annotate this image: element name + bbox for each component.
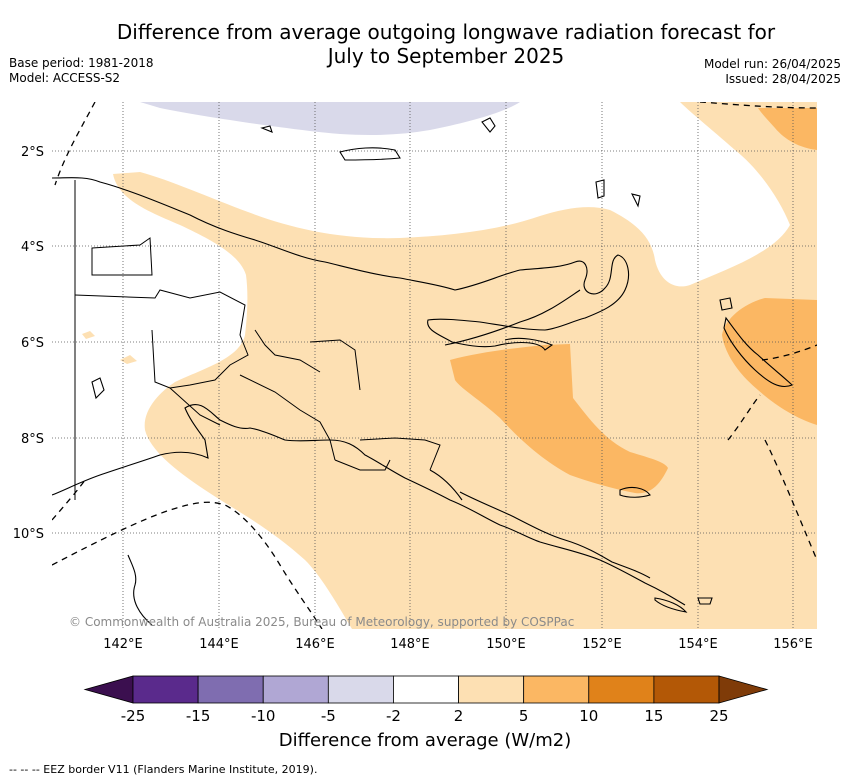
colorbar-tick-label: -2	[386, 707, 401, 725]
lon-label-152e: 152°E	[582, 637, 622, 652]
negative-anomaly-region	[140, 102, 520, 135]
colorbar: -25 -15 -10 -5 -2 2 5 10 15 25	[83, 675, 769, 725]
lat-label-4s: 4°S	[21, 240, 44, 255]
lat-label-2s: 2°S	[21, 145, 44, 160]
title-line-1: Difference from average outgoing longwav…	[116, 20, 776, 44]
latitude-labels: 2°S 4°S 6°S 8°S 10°S	[13, 145, 44, 542]
issued-date: Issued: 28/04/2025	[725, 72, 841, 86]
anomaly-islet-b	[120, 355, 137, 364]
eez-northeast	[699, 102, 817, 109]
bougainville-coast	[723, 316, 793, 388]
lat-label-6s: 6°S	[21, 336, 44, 351]
new-britain-coast	[444, 289, 581, 346]
eez-borders	[52, 102, 817, 629]
colorbar-bin	[523, 675, 590, 704]
model-run: Model run: 26/04/2025	[703, 57, 841, 71]
map-area: © Commonwealth of Australia 2025, Bureau…	[52, 102, 817, 629]
meta-left: Base period: 1981-2018 Model: ACCESS-S2	[9, 56, 154, 86]
colorbar-tick-label: -25	[121, 707, 146, 725]
anomaly-region-5-to-10-northeast	[758, 108, 817, 150]
eez-legend-note: -- -- -- EEZ border V11 (Flanders Marine…	[9, 763, 318, 776]
colorbar-bin	[653, 675, 720, 704]
colorbar-bin	[393, 675, 459, 704]
lon-label-146e: 146°E	[295, 637, 335, 652]
colorbar-tick-label: -5	[321, 707, 336, 725]
island-southeast-2	[654, 597, 688, 613]
eez-southwest	[52, 479, 86, 521]
island-north-5	[630, 193, 641, 208]
graticule	[52, 102, 817, 629]
boundary-4	[254, 329, 361, 391]
eez-south	[52, 501, 323, 629]
boundary-3	[169, 374, 336, 461]
coastlines	[52, 117, 793, 626]
base-period: Base period: 1981-2018	[9, 56, 154, 70]
papuan-peninsula-coast	[429, 469, 651, 579]
colorbar-bin	[327, 675, 394, 704]
colorbar-tick-label: -15	[186, 707, 211, 725]
lon-label-148e: 148°E	[390, 637, 430, 652]
eez-west	[54, 102, 96, 186]
colorbar-bin	[197, 675, 264, 704]
island-east-1	[719, 297, 733, 311]
boundary-5	[334, 437, 441, 471]
lon-label-150e: 150°E	[486, 637, 526, 652]
colorbar-bin	[588, 675, 655, 704]
lat-label-10s: 10°S	[13, 527, 44, 542]
meta-right: Model run: 26/04/2025 Issued: 28/04/2025	[704, 57, 841, 87]
colorbar-extend-high	[718, 675, 769, 704]
lon-label-154e: 154°E	[678, 637, 718, 652]
lon-label-144e: 144°E	[199, 637, 239, 652]
eez-east	[727, 344, 817, 441]
lon-label-142e: 142°E	[103, 637, 143, 652]
island-north-3	[260, 125, 273, 133]
island-southeast-3	[697, 597, 713, 605]
island-north-1	[481, 117, 496, 133]
lon-label-156e: 156°E	[773, 637, 813, 652]
copyright-notice: © Commonwealth of Australia 2025, Bureau…	[69, 615, 574, 629]
colorbar-tick-label: 15	[644, 707, 663, 725]
colorbar-bin	[458, 675, 525, 704]
chart-title: Difference from average outgoing longwav…	[80, 20, 812, 68]
model-name: Model: ACCESS-S2	[9, 71, 121, 85]
colorbar-tick-label: -10	[251, 707, 276, 725]
colorbar-bin	[262, 675, 329, 704]
eez-east-2	[764, 439, 817, 561]
island-southeast-1	[619, 486, 651, 498]
title-line-2: July to September 2025	[327, 44, 565, 68]
colorbar-title: Difference from average (W/m2)	[278, 730, 572, 751]
colorbar-tick-label: 25	[709, 707, 728, 725]
anomaly-islet-a	[82, 331, 95, 339]
colorbar-extend-low	[83, 675, 134, 704]
colorbar-tick-label: 10	[579, 707, 598, 725]
colorbar-tick-label: 5	[519, 707, 529, 725]
australia-coast	[127, 554, 153, 626]
colorbar-bin	[132, 675, 199, 704]
island-north-4	[595, 179, 605, 199]
boundaries	[74, 180, 441, 500]
boundary-1	[91, 237, 153, 276]
island-north-2	[339, 147, 401, 161]
boundary-2	[74, 289, 249, 389]
longitude-labels: 142°E 144°E 146°E 148°E 150°E 152°E 154°…	[103, 637, 813, 652]
lat-label-8s: 8°S	[21, 432, 44, 447]
colorbar-tick-label: 2	[454, 707, 464, 725]
anomaly-region-5-to-10-central	[450, 344, 668, 494]
island-west-1	[91, 377, 105, 400]
